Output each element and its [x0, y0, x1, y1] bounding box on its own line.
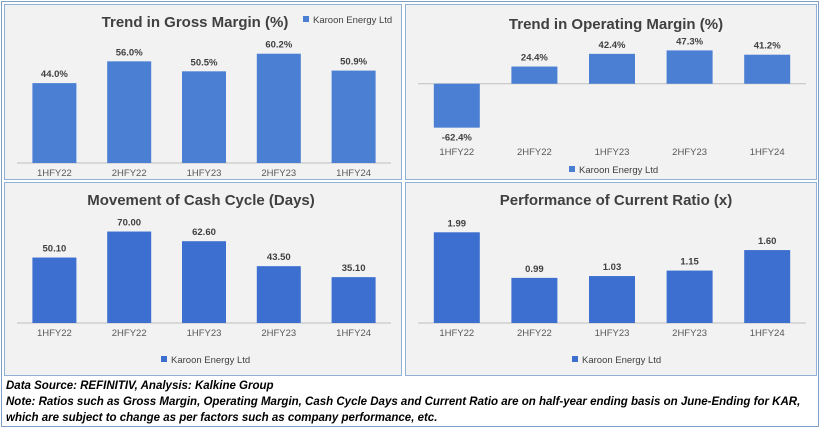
data-label: 0.99 — [525, 264, 544, 275]
operating-margin-chart-svg: Trend in Operating Margin (%) -62.4% 1HFY2… — [418, 16, 806, 176]
data-label: 1.15 — [680, 257, 699, 268]
category-label: 2HFY23 — [672, 147, 707, 158]
data-label: 60.2% — [265, 40, 292, 51]
bar-2hfy23 — [256, 53, 301, 163]
bar-2hfy23 — [666, 270, 713, 323]
bar-2hfy23 — [256, 266, 301, 323]
legend-label: Karoon Energy Ltd — [579, 165, 658, 176]
bar-1hfy22 — [32, 257, 77, 323]
data-source-text: Data Source: REFINITIV, Analysis: Kalkin… — [6, 380, 274, 392]
bar-1hfy23 — [589, 53, 635, 84]
category-label: 1HFY23 — [595, 147, 630, 158]
cash-cycle-chart: Movement of Cash Cycle (Days) 50.10 1HFY22… — [4, 182, 402, 376]
category-label: 1HFY24 — [750, 147, 785, 158]
legend-label: Karoon Energy Ltd — [313, 15, 392, 26]
bar-2hfy22 — [107, 61, 152, 163]
legend-swatch — [572, 356, 578, 362]
category-label: 2HFY22 — [112, 328, 147, 339]
bar-1hfy23 — [182, 71, 226, 163]
category-label: 1HFY22 — [37, 168, 72, 179]
bar-1hfy24 — [744, 250, 791, 323]
cash-cycle-chart-svg: Movement of Cash Cycle (Days) 50.10 1HFY22… — [17, 192, 391, 366]
bar-2hfy22 — [511, 277, 558, 323]
category-label: 1HFY24 — [336, 168, 371, 179]
chart-title: Performance of Current Ratio (x) — [500, 192, 733, 209]
category-label: 2HFY23 — [261, 168, 296, 179]
bar-1hfy22 — [433, 232, 480, 323]
category-label: 1HFY24 — [336, 328, 371, 339]
data-label: 1.60 — [758, 236, 777, 247]
category-label: 1HFY22 — [37, 328, 72, 339]
data-label: 44.0% — [41, 69, 68, 80]
legend-label: Karoon Energy Ltd — [171, 355, 250, 366]
data-label: 47.3% — [676, 36, 703, 47]
category-label: 2HFY22 — [517, 328, 552, 339]
data-label: 62.60 — [192, 227, 216, 238]
legend-swatch — [569, 166, 575, 172]
current-ratio-chart-svg: Performance of Current Ratio (x) 1.99 1HFY… — [418, 192, 806, 366]
bar-2hfy23 — [666, 50, 713, 84]
data-label: 24.4% — [521, 53, 548, 64]
bar-1hfy24 — [744, 54, 791, 84]
gross-margin-chart: Trend in Gross Margin (%) 44.0% 1HFY22 56.0… — [4, 4, 402, 180]
bar-1hfy24 — [331, 277, 376, 323]
category-label: 1HFY23 — [595, 328, 630, 339]
data-label: 1.03 — [603, 262, 622, 273]
data-label: 50.5% — [191, 57, 218, 68]
category-label: 2HFY22 — [112, 168, 147, 179]
category-label: 2HFY22 — [517, 147, 552, 158]
data-label: 56.0% — [116, 47, 143, 58]
data-label: 70.00 — [117, 218, 141, 229]
chart-title: Movement of Cash Cycle (Days) — [87, 192, 315, 209]
category-label: 1HFY22 — [439, 328, 474, 339]
bar-1hfy23 — [182, 241, 226, 323]
legend-swatch — [161, 356, 167, 362]
note-text: Note: Ratios such as Gross Margin, Opera… — [6, 396, 801, 424]
current-ratio-chart: Performance of Current Ratio (x) 1.99 1HFY… — [405, 182, 817, 376]
data-label: 35.10 — [342, 263, 366, 274]
category-label: 1HFY24 — [750, 328, 785, 339]
bar-1hfy22 — [32, 83, 77, 163]
notes: Data Source: REFINITIV, Analysis: Kalkin… — [6, 378, 812, 426]
bar-1hfy23 — [589, 276, 635, 323]
bar-1hfy22 — [433, 83, 480, 128]
gross-margin-chart-svg: Trend in Gross Margin (%) 44.0% 1HFY22 56.0… — [17, 14, 392, 179]
bar-2hfy22 — [107, 231, 152, 323]
chart-title: Trend in Gross Margin (%) — [102, 14, 289, 31]
data-label: -62.4% — [442, 133, 473, 144]
operating-margin-chart: Trend in Operating Margin (%) -62.4% 1HFY2… — [405, 4, 817, 180]
category-label: 2HFY23 — [261, 328, 296, 339]
bar-1hfy24 — [331, 70, 376, 163]
data-label: 50.9% — [340, 57, 367, 68]
chart-title: Trend in Operating Margin (%) — [509, 16, 723, 33]
bar-2hfy22 — [511, 66, 558, 84]
category-label: 1HFY23 — [187, 168, 222, 179]
legend-label: Karoon Energy Ltd — [582, 355, 661, 366]
category-label: 1HFY22 — [439, 147, 474, 158]
data-label: 50.10 — [43, 244, 67, 255]
data-label: 41.2% — [754, 41, 781, 52]
category-label: 2HFY23 — [672, 328, 707, 339]
category-label: 1HFY23 — [187, 328, 222, 339]
data-label: 1.99 — [448, 218, 467, 229]
data-label: 43.50 — [267, 252, 291, 263]
data-label: 42.4% — [599, 40, 626, 51]
legend-swatch — [303, 16, 309, 22]
